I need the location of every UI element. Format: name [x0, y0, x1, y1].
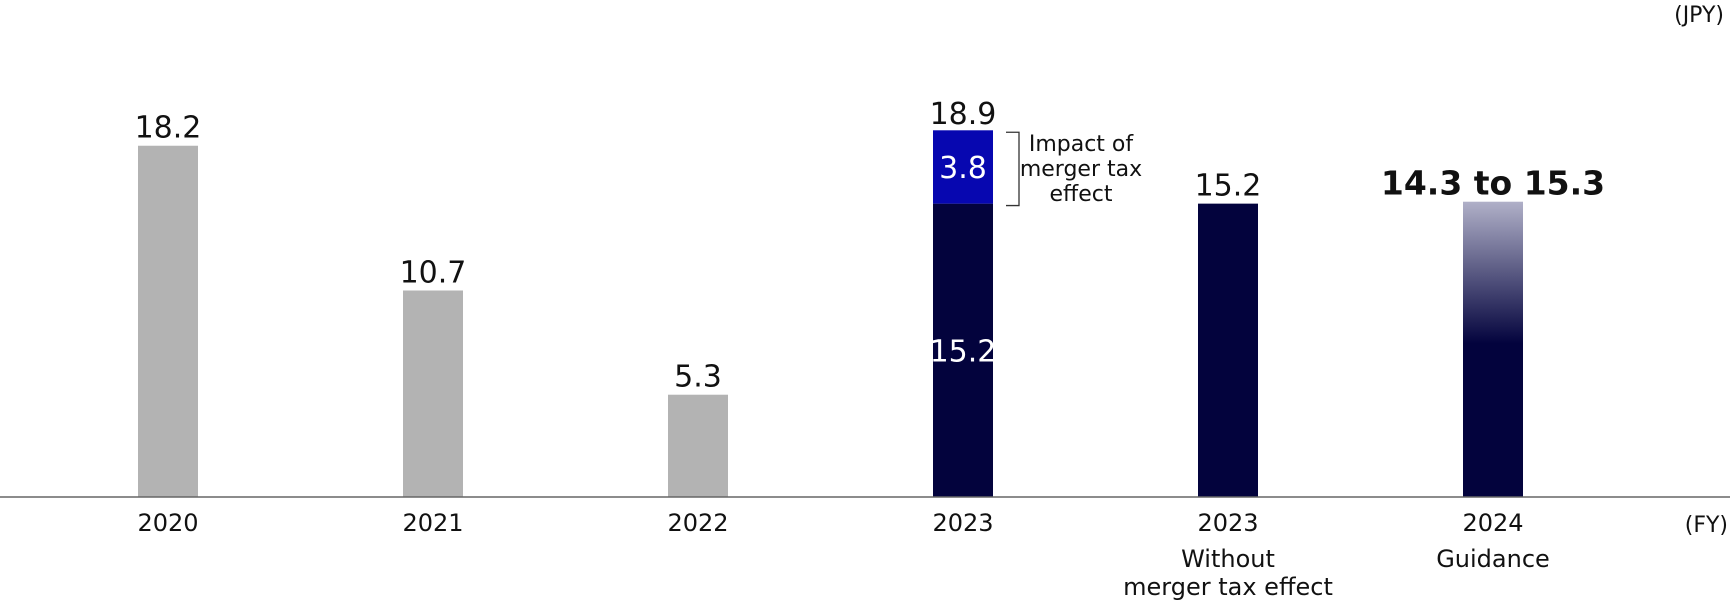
bar-segment-merger	[933, 130, 993, 204]
x-tick-sublabel: Without	[1181, 545, 1275, 573]
x-unit-label: (FY)	[1685, 513, 1728, 538]
x-tick-label: 2023	[932, 509, 993, 537]
segment-label-base: 15.2	[930, 334, 997, 369]
value-label: 18.9	[930, 97, 997, 132]
segment-label-merger: 3.8	[939, 151, 987, 186]
value-label: 18.2	[135, 111, 202, 146]
bar-current	[1198, 203, 1258, 497]
annotation-line: effect	[1050, 182, 1113, 207]
annotation-line: Impact of	[1029, 132, 1135, 157]
bar-segment-base	[933, 203, 993, 497]
annotation-line: merger tax	[1020, 157, 1142, 182]
x-tick-label: 2021	[402, 509, 463, 537]
value-label: 14.3 to 15.3	[1381, 164, 1605, 203]
value-label: 10.7	[400, 255, 467, 290]
bar-past	[138, 145, 198, 498]
bar-guidance	[1463, 201, 1523, 497]
x-tick-label: 2020	[137, 509, 198, 537]
merger-bracket	[1006, 131, 1020, 207]
value-label: 5.3	[674, 360, 722, 395]
x-tick-sublabel: merger tax effect	[1123, 573, 1333, 601]
bar-past	[403, 290, 463, 497]
value-label: 15.2	[1195, 169, 1262, 204]
x-tick-label: 2023	[1197, 509, 1258, 537]
x-tick-sublabel: Guidance	[1436, 545, 1550, 573]
x-tick-label: 2022	[667, 509, 728, 537]
x-tick-label: 2024	[1462, 509, 1523, 537]
bar-past	[668, 394, 728, 497]
y-unit-label: (JPY)	[1674, 3, 1724, 28]
